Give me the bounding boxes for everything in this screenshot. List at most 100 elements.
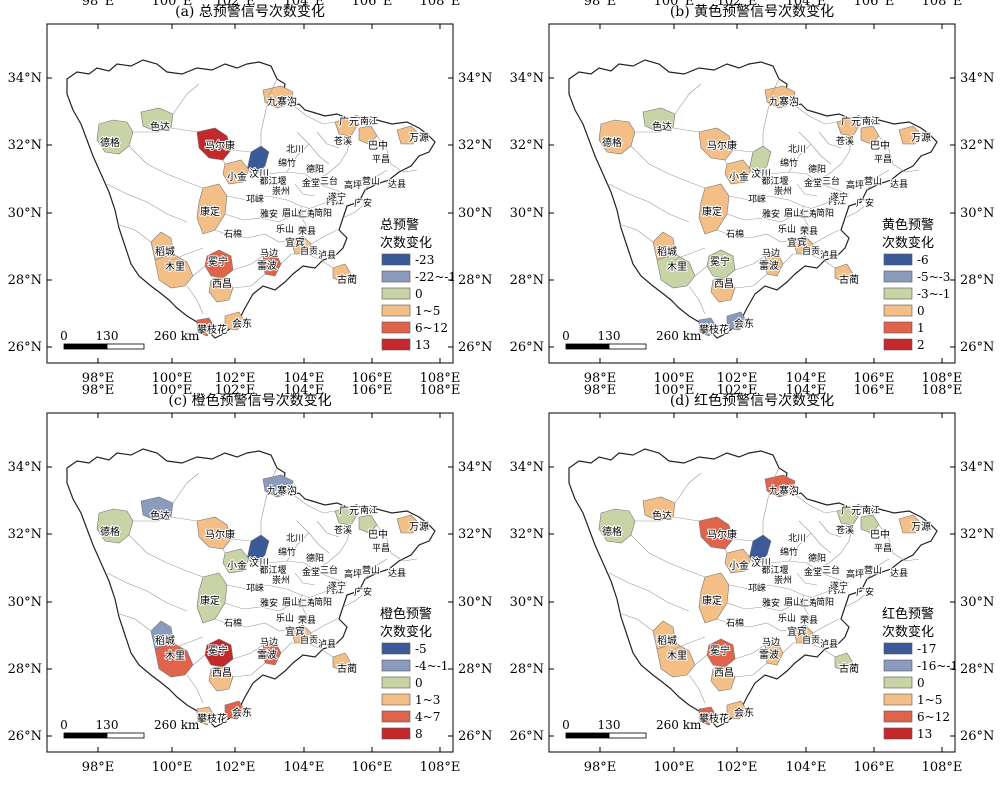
legend-swatch bbox=[883, 304, 913, 317]
city-label: 内江 bbox=[828, 195, 846, 207]
city-label: 高坪 bbox=[846, 179, 864, 191]
county-label: 会东 bbox=[232, 706, 252, 719]
city-label: 南江 bbox=[862, 115, 880, 127]
county-border bbox=[732, 149, 754, 153]
county-border bbox=[230, 538, 252, 542]
city-label: 雅安 bbox=[762, 597, 780, 609]
county-border bbox=[172, 472, 200, 504]
county-马尔康 bbox=[698, 516, 734, 550]
lat-label-right: 26°N bbox=[960, 340, 994, 355]
county-古蔺 bbox=[834, 263, 854, 283]
city-label: 德阳 bbox=[306, 163, 324, 175]
city-label: 乐山 bbox=[778, 223, 796, 235]
county-border bbox=[310, 229, 338, 245]
county-小金 bbox=[222, 548, 250, 574]
county-border bbox=[296, 520, 330, 554]
county-border bbox=[694, 654, 708, 666]
county-label: 九寨沟 bbox=[267, 484, 297, 497]
county-label: 冕宁 bbox=[710, 255, 730, 268]
county-label: 古蔺 bbox=[839, 273, 859, 286]
county-万源 bbox=[898, 514, 922, 534]
lat-label-left: 32°N bbox=[8, 138, 42, 153]
county-border bbox=[166, 636, 204, 652]
county-label: 雷波 bbox=[759, 259, 779, 272]
city-label: 简阳 bbox=[816, 207, 834, 219]
city-label: 仁寿 bbox=[800, 208, 818, 220]
lat-label-left: 34°N bbox=[8, 460, 42, 475]
city-label: 遂宁 bbox=[830, 191, 848, 203]
county-label: 巴中 bbox=[368, 528, 388, 541]
county-西昌 bbox=[710, 277, 736, 303]
county-label: 稻城 bbox=[657, 635, 677, 647]
city-label: 德阳 bbox=[808, 552, 826, 564]
city-label: 崇州 bbox=[774, 575, 792, 586]
county-label: 西昌 bbox=[212, 667, 232, 679]
county-border bbox=[214, 618, 266, 628]
lon-label-bottom: 104°E bbox=[786, 760, 827, 775]
county-border bbox=[306, 253, 334, 269]
lat-label-left: 28°N bbox=[510, 273, 544, 288]
county-雷波 bbox=[262, 640, 282, 666]
city-label: 南江 bbox=[360, 504, 378, 516]
county-border bbox=[766, 622, 794, 632]
lon-label-top: 108°E bbox=[420, 383, 461, 398]
lat-label-left: 28°N bbox=[8, 273, 42, 288]
lon-label-top: 104°E bbox=[284, 0, 325, 9]
lat-label-left: 26°N bbox=[8, 729, 42, 744]
legend-label: 8 bbox=[415, 727, 423, 741]
county-border bbox=[316, 131, 340, 149]
lat-label-right: 28°N bbox=[458, 273, 492, 288]
county-label: 马尔康 bbox=[707, 528, 737, 541]
county-label: 万源 bbox=[911, 131, 931, 144]
county-label: 宜宾 bbox=[787, 625, 807, 638]
county-border bbox=[866, 169, 890, 191]
lon-label-bottom: 108°E bbox=[922, 760, 963, 775]
legend-title: 次数变化 bbox=[882, 624, 934, 640]
county-border bbox=[304, 173, 348, 195]
county-border bbox=[230, 149, 252, 153]
legend-swatch bbox=[381, 642, 411, 655]
city-label: 苍溪 bbox=[836, 524, 854, 536]
county-border bbox=[364, 169, 388, 191]
legend-swatch bbox=[381, 270, 411, 283]
county-border bbox=[798, 520, 832, 554]
lat-label-left: 28°N bbox=[510, 662, 544, 677]
county-border bbox=[866, 558, 890, 580]
city-label: 仁寿 bbox=[298, 208, 316, 220]
city-label: 邛崃 bbox=[748, 582, 766, 594]
lat-label-right: 32°N bbox=[458, 527, 492, 542]
county-border bbox=[726, 602, 782, 612]
city-label: 石棉 bbox=[726, 617, 744, 629]
lat-label-right: 26°N bbox=[458, 729, 492, 744]
county-border bbox=[798, 131, 832, 165]
lat-label-right: 30°N bbox=[960, 206, 994, 221]
county-label: 木里 bbox=[667, 650, 687, 662]
county-宜宾 bbox=[792, 624, 814, 644]
county-border bbox=[844, 203, 868, 219]
lat-label-right: 34°N bbox=[960, 460, 994, 475]
county-label: 宜宾 bbox=[285, 625, 305, 638]
city-label: 石棉 bbox=[224, 228, 242, 240]
scale-label: 260 km bbox=[154, 329, 200, 343]
legend-label: 1~5 bbox=[917, 693, 942, 707]
legend-label: 4~7 bbox=[415, 710, 440, 724]
scale-label: 260 km bbox=[154, 718, 200, 732]
city-label: 苍溪 bbox=[334, 135, 352, 147]
county-广元 bbox=[836, 506, 860, 526]
panel-title: (c) 橙色预警信号次数变化 bbox=[168, 392, 331, 409]
city-label: 南江 bbox=[360, 115, 378, 127]
county-label: 攀枝花 bbox=[699, 712, 729, 725]
county-border bbox=[766, 233, 794, 243]
county-万源 bbox=[396, 514, 420, 534]
county-border bbox=[306, 642, 334, 658]
city-label: 达县 bbox=[388, 178, 406, 190]
city-label: 三台 bbox=[822, 175, 840, 187]
lon-label-bottom: 98°E bbox=[82, 760, 115, 775]
city-label: 马边 bbox=[260, 248, 278, 259]
city-label: 自贡 bbox=[300, 634, 318, 646]
city-label: 荣县 bbox=[800, 614, 818, 626]
county-border bbox=[788, 532, 812, 562]
city-label: 邛崃 bbox=[246, 193, 264, 205]
city-label: 眉山 bbox=[784, 208, 802, 219]
